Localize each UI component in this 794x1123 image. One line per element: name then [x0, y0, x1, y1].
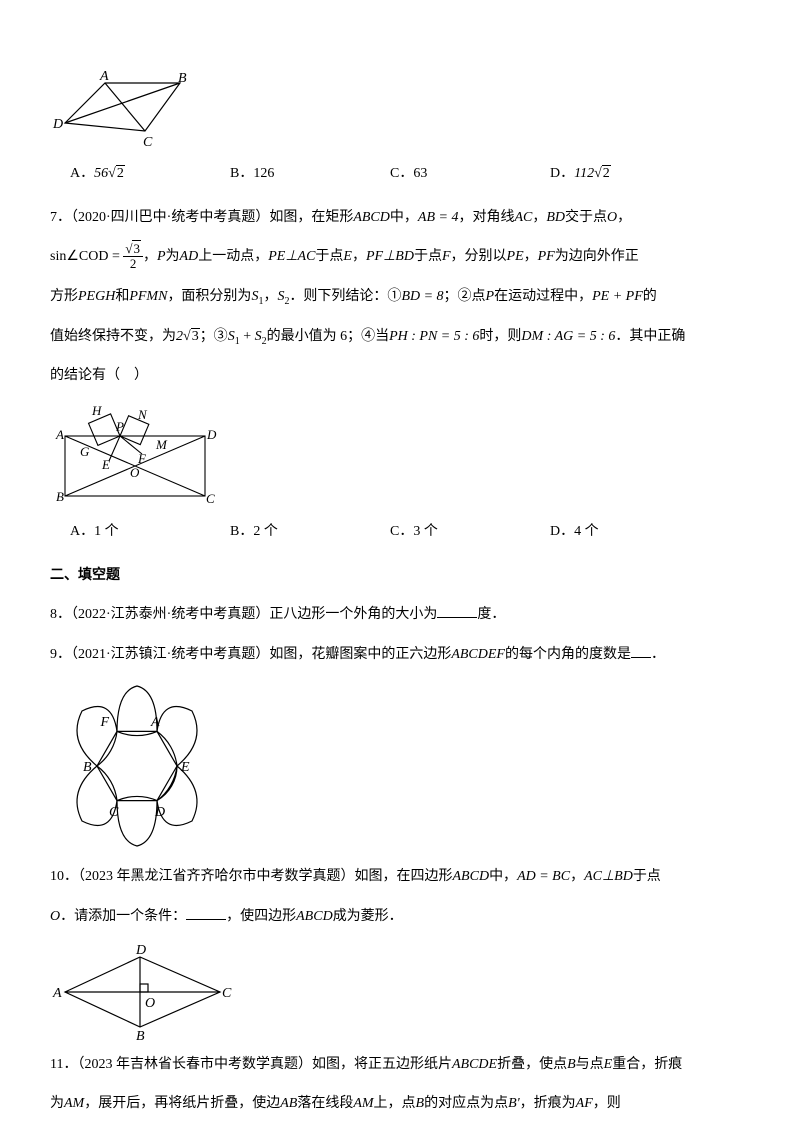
option-B[interactable]: B．2 个: [230, 515, 390, 549]
q10-text-2: O．请添加一个条件：，使四边形ABCD成为菱形．: [50, 900, 744, 934]
svg-text:H: H: [91, 403, 102, 418]
q7-figure: A B C D E F G H M N O P: [50, 401, 744, 511]
q11-text-2: 为AM，展开后，再将纸片折叠，使边AB落在线段AM上，点B的对应点为点B'，折痕…: [50, 1087, 744, 1121]
svg-text:D: D: [135, 943, 146, 958]
q10-text-1: 10．（2023 年黑龙江省齐齐哈尔市中考数学真题）如图，在四边形ABCD中，A…: [50, 860, 744, 894]
blank-input[interactable]: [631, 644, 651, 658]
svg-text:O: O: [145, 996, 155, 1011]
svg-text:A: A: [150, 715, 160, 730]
svg-text:E: E: [180, 760, 190, 775]
q9-figure: A F E B C D: [50, 679, 744, 854]
label-C: C: [143, 135, 153, 150]
svg-text:B: B: [83, 760, 92, 775]
q8-text: 8．（2022·江苏泰州·统考中考真题）正八边形一个外角的大小为度．: [50, 598, 744, 632]
svg-text:A: A: [52, 986, 62, 1001]
svg-text:M: M: [155, 437, 168, 452]
svg-text:C: C: [206, 491, 215, 506]
q7-text-2: sin∠COD = 32，P为AD上一动点，PE⊥AC于点E，PF⊥BD于点F，…: [50, 240, 744, 274]
svg-text:E: E: [101, 457, 110, 472]
svg-text:B: B: [56, 489, 64, 504]
option-D[interactable]: D．4 个: [550, 515, 710, 549]
q7-text-5: 的结论有（ ）: [50, 359, 744, 393]
option-A[interactable]: A．1 个: [70, 515, 230, 549]
option-C[interactable]: C．63: [390, 157, 550, 191]
option-D[interactable]: D．1122: [550, 157, 710, 191]
svg-text:D: D: [206, 427, 217, 442]
section-2-title: 二、填空题: [50, 559, 744, 593]
q11-text-1: 11．（2023 年吉林省长春市中考数学真题）如图，将正五边形纸片ABCDE折叠…: [50, 1048, 744, 1082]
q7-options: A．1 个 B．2 个 C．3 个 D．4 个: [70, 515, 744, 549]
option-C[interactable]: C．3 个: [390, 515, 550, 549]
q6-options: A．562 B．126 C．63 D．1122: [70, 157, 744, 191]
blank-input[interactable]: [437, 604, 477, 618]
label-D: D: [52, 117, 63, 132]
svg-text:F: F: [137, 451, 147, 466]
svg-text:F: F: [99, 715, 109, 730]
option-B[interactable]: B．126: [230, 157, 390, 191]
label-A: A: [99, 69, 109, 84]
svg-text:O: O: [130, 465, 140, 480]
q9-text: 9．（2021·江苏镇江·统考中考真题）如图，花瓣图案中的正六边形ABCDEF的…: [50, 638, 744, 672]
svg-text:B: B: [136, 1029, 145, 1042]
svg-text:D: D: [154, 805, 165, 820]
option-A[interactable]: A．562: [70, 157, 230, 191]
label-B: B: [178, 71, 187, 86]
svg-text:A: A: [55, 427, 64, 442]
q7-text: 7．（2020·四川巴中·统考中考真题）如图，在矩形ABCD中，AB = 4，对…: [50, 201, 744, 235]
q6-figure: A B C D: [50, 68, 744, 153]
q10-figure: A B C D O: [50, 942, 744, 1042]
blank-input[interactable]: [186, 906, 226, 920]
svg-text:P: P: [115, 419, 124, 434]
svg-text:C: C: [109, 805, 119, 820]
svg-text:C: C: [222, 986, 232, 1001]
q7-text-4: 值始终保持不变，为23；③S1 + S2的最小值为 6；④当PH : PN = …: [50, 320, 744, 354]
svg-text:N: N: [137, 407, 148, 422]
svg-text:G: G: [80, 444, 90, 459]
q7-text-3: 方形PEGH和PFMN，面积分别为S1，S2．则下列结论：①BD = 8；②点P…: [50, 280, 744, 314]
